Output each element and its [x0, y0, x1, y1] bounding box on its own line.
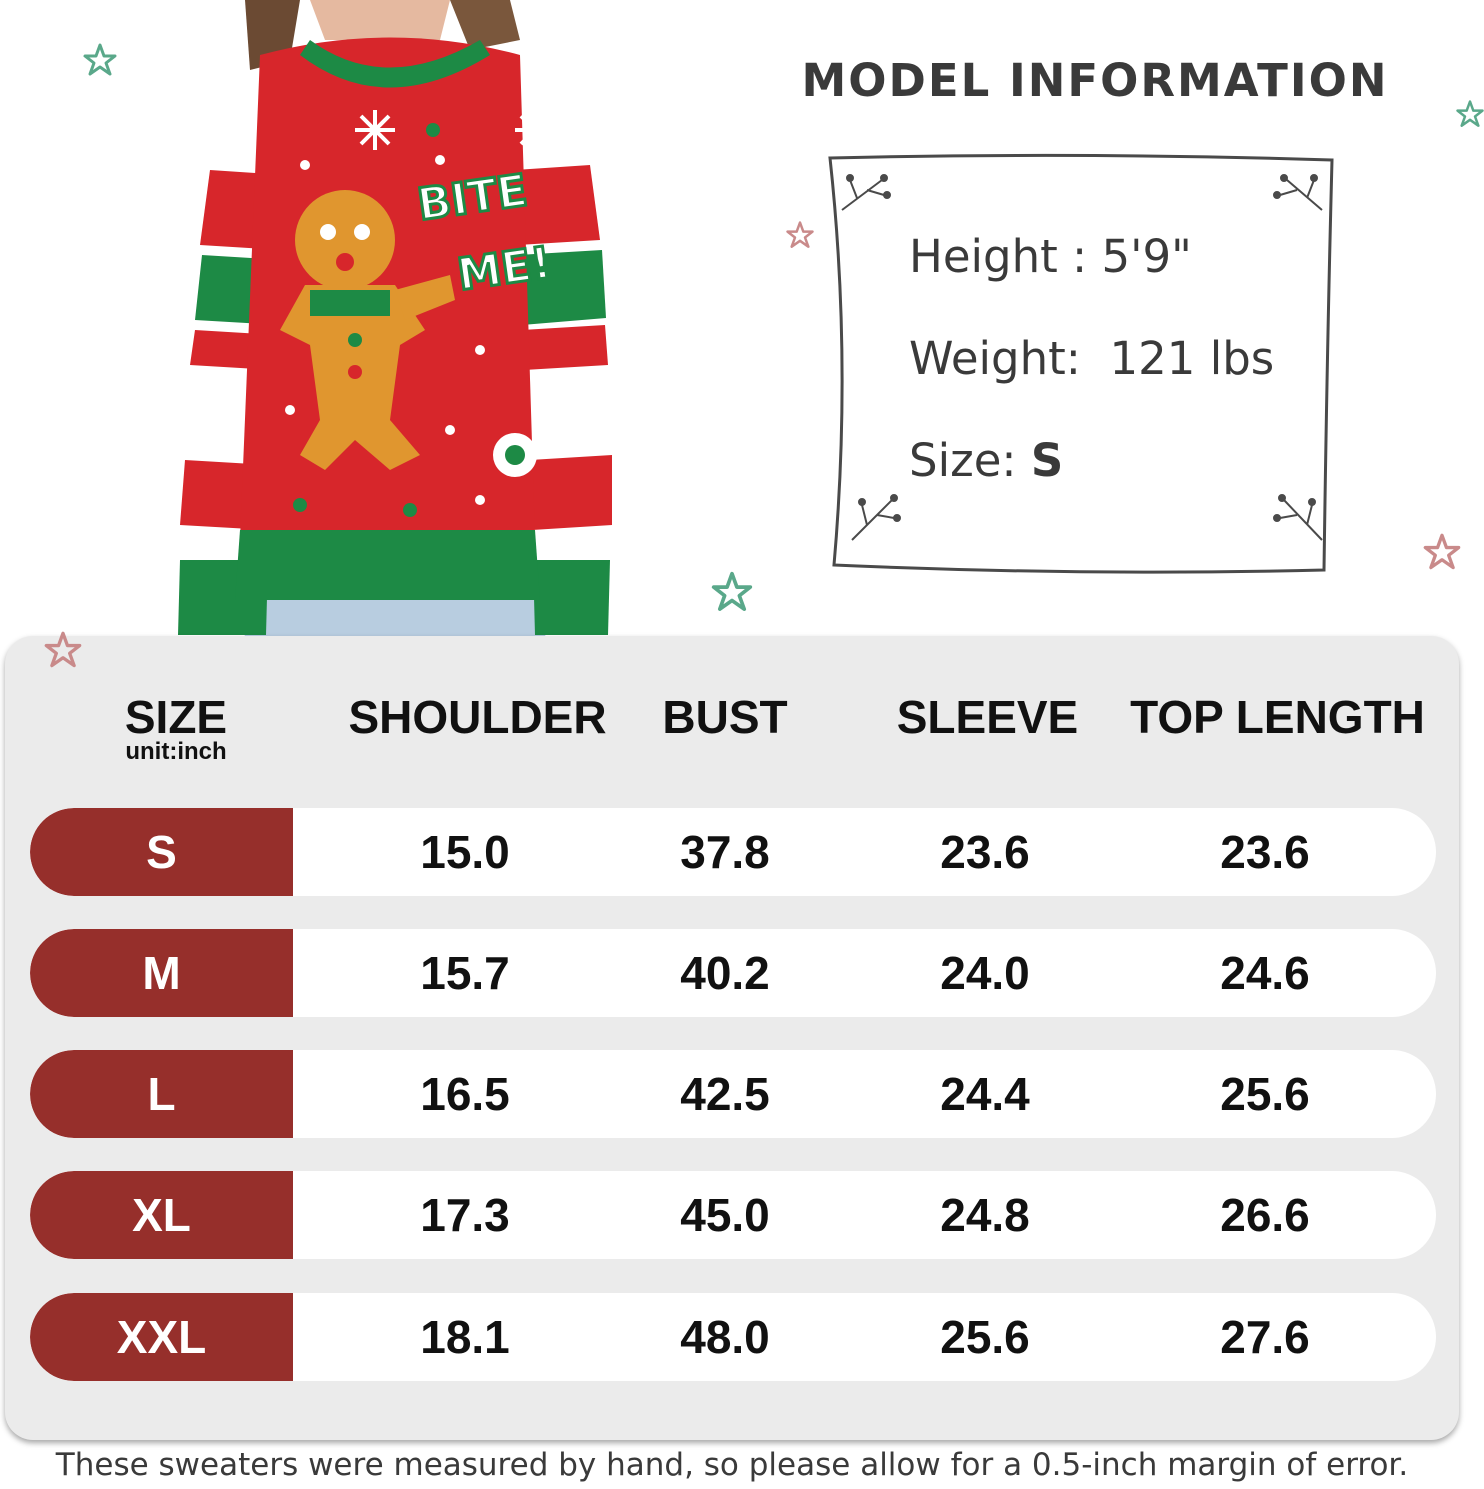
size-cell: M — [30, 929, 293, 1017]
sleeve-cell: 24.4 — [940, 1068, 1030, 1120]
model-weight-label: Weight: — [909, 332, 1110, 385]
twig-corner-icon — [841, 174, 891, 211]
bust-cell: 45.0 — [680, 1189, 770, 1241]
size-cell: XL — [30, 1171, 293, 1259]
model-weight-value: 121 lbs — [1109, 332, 1275, 385]
header-unit: unit:inch — [125, 738, 227, 765]
model-size: Size: S — [909, 434, 1063, 487]
hair-shape — [450, 0, 520, 50]
table-row: L 16.5 42.5 24.4 25.6 — [30, 1050, 1436, 1138]
twig-corner-icon — [1273, 174, 1323, 211]
header-shoulder: SHOULDER — [348, 691, 607, 743]
sweater-dots — [285, 155, 485, 505]
table-row: M 15.7 40.2 24.0 24.6 — [30, 929, 1436, 1017]
shoulder-cell: 15.7 — [420, 947, 510, 999]
neck-skin — [310, 0, 450, 40]
sweater-illustration: BITE ME! — [170, 0, 612, 640]
model-height: Height : 5'9" — [909, 230, 1192, 283]
sleeve-cell: 23.6 — [940, 826, 1030, 878]
sweater-hem — [235, 530, 540, 600]
top-length-cell: 27.6 — [1220, 1311, 1310, 1363]
model-height-value: 5'9" — [1101, 230, 1192, 283]
star-icon — [1456, 100, 1484, 127]
bust-cell: 48.0 — [680, 1311, 770, 1363]
top-length-cell: 26.6 — [1220, 1189, 1310, 1241]
twig-corner-icon — [1273, 494, 1323, 541]
top-length-cell: 23.6 — [1220, 826, 1310, 878]
table-row: XL 17.3 45.0 24.8 26.6 — [30, 1171, 1436, 1259]
bust-cell: 37.8 — [680, 826, 770, 878]
model-info-title: MODEL INFORMATION — [801, 54, 1389, 107]
star-icon — [786, 221, 814, 248]
size-cell: L — [30, 1050, 293, 1138]
sweater-collar — [300, 40, 490, 88]
header-top-length: TOP LENGTH — [1130, 691, 1425, 743]
star-icon — [1423, 533, 1461, 570]
gingerbread-man-icon — [280, 190, 455, 470]
top-length-cell: 25.6 — [1220, 1068, 1310, 1120]
header-bust: BUST — [662, 691, 788, 743]
sleeve-cell: 24.0 — [940, 947, 1030, 999]
size-cell: S — [30, 808, 293, 896]
sleeve-cell: 24.8 — [940, 1189, 1030, 1241]
sweater-green-dots — [293, 123, 440, 517]
peppermint-candy-icon — [493, 433, 537, 477]
model-size-value: S — [1030, 434, 1064, 487]
shoulder-cell: 18.1 — [420, 1311, 510, 1363]
shoulder-cell: 16.5 — [420, 1068, 510, 1120]
header-size: SIZE — [124, 691, 228, 743]
model-info-frame — [828, 153, 1334, 574]
sleeve-cell: 25.6 — [940, 1311, 1030, 1363]
header-sleeve: SLEEVE — [896, 691, 1079, 743]
table-row: S 15.0 37.8 23.6 23.6 — [30, 808, 1436, 896]
top-length-cell: 24.6 — [1220, 947, 1310, 999]
model-weight: Weight: 121 lbs — [909, 332, 1274, 385]
table-row: XXL 18.1 48.0 25.6 27.6 — [30, 1293, 1436, 1381]
bust-cell: 40.2 — [680, 947, 770, 999]
measurement-note: These sweaters were measured by hand, so… — [55, 1447, 1409, 1483]
star-icon — [44, 631, 82, 668]
product-photo: BITE ME! — [150, 0, 650, 640]
star-icon — [711, 571, 753, 611]
size-cell: XXL — [30, 1293, 293, 1381]
model-height-label: Height : — [909, 230, 1102, 283]
snowflake-icon — [355, 110, 555, 150]
bust-cell: 42.5 — [680, 1068, 770, 1120]
shoulder-cell: 17.3 — [420, 1189, 510, 1241]
twig-corner-icon — [851, 494, 901, 541]
star-icon — [83, 43, 117, 76]
model-size-label: Size: — [909, 434, 1031, 487]
shoulder-cell: 15.0 — [420, 826, 510, 878]
